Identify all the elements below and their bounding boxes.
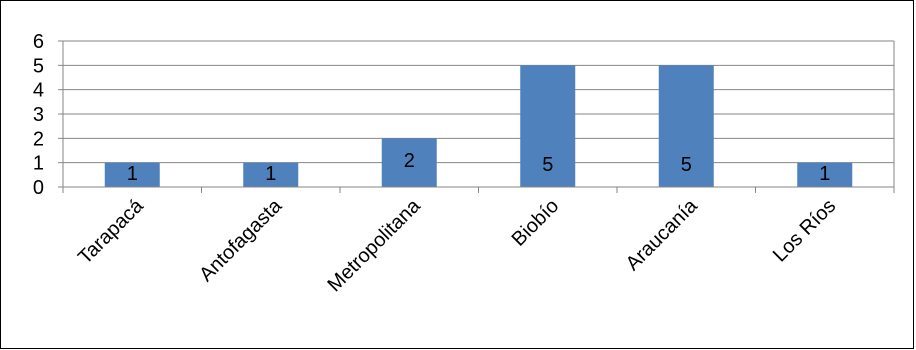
data-label: 1: [127, 163, 138, 185]
bars: [104, 65, 853, 187]
y-tick-label: 3: [33, 104, 44, 126]
category-label: Los Ríos: [769, 195, 840, 266]
bar-biob-o: [520, 65, 576, 187]
data-label: 1: [819, 163, 830, 185]
category-label: Antofagasta: [195, 194, 287, 286]
gridlines: [63, 40, 894, 164]
data-label: 1: [265, 163, 276, 185]
y-tick-label: 5: [33, 55, 44, 77]
bar-metropolitana: [381, 138, 437, 187]
bar-araucan-a: [658, 65, 714, 187]
y-tick-label: 0: [33, 177, 44, 199]
bar-los-r-os: [797, 162, 853, 187]
data-label: 2: [404, 150, 415, 172]
bar-antofagasta: [243, 162, 299, 187]
y-tick-label: 1: [33, 153, 44, 175]
data-label: 5: [542, 154, 553, 176]
data-label: 5: [681, 154, 692, 176]
category-label: Araucanía: [622, 194, 703, 275]
y-tick-label: 4: [33, 80, 44, 102]
category-label: Metropolitana: [324, 194, 426, 296]
y-tick-label: 6: [33, 31, 44, 53]
y-tick-label: 2: [33, 128, 44, 150]
bar-tarapac-: [104, 162, 160, 187]
axes: [58, 40, 895, 193]
category-label: Biobío: [508, 195, 564, 251]
category-label: Tarapacá: [74, 194, 148, 268]
